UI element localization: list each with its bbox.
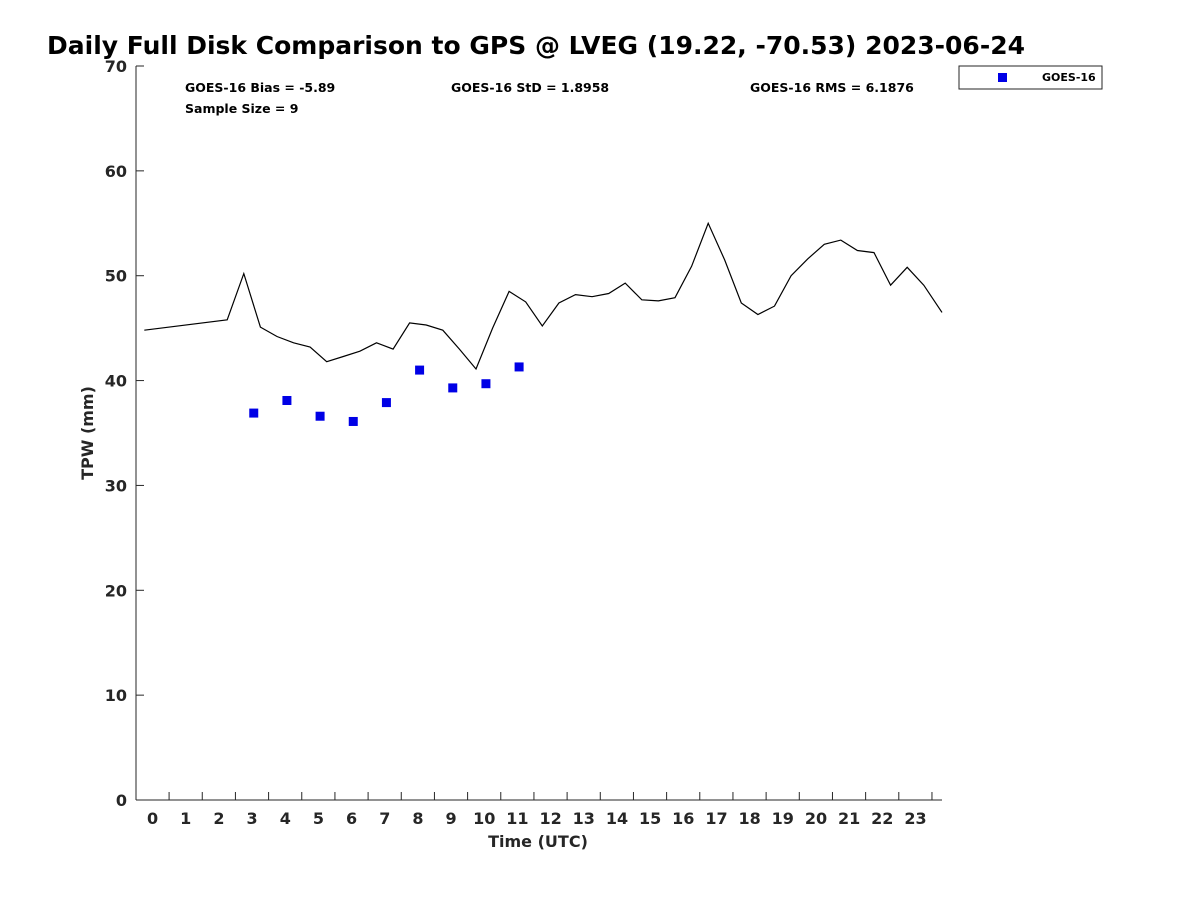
std-annotation: GOES-16 StD = 1.8958 xyxy=(451,80,609,95)
x-tick-label: 13 xyxy=(573,809,595,828)
x-tick-label: 18 xyxy=(738,809,760,828)
goes16-data-point xyxy=(481,379,491,389)
x-tick-label: 19 xyxy=(772,809,794,828)
x-tick-label: 4 xyxy=(280,809,291,828)
y-axis-label: TPW (mm) xyxy=(78,386,97,480)
x-tick-label: 21 xyxy=(838,809,860,828)
goes16-markers xyxy=(249,362,524,426)
goes16-data-point xyxy=(514,362,524,372)
x-tick-label: 22 xyxy=(871,809,893,828)
goes16-data-point xyxy=(315,411,325,421)
x-tick-label: 12 xyxy=(539,809,561,828)
x-tick-label: 8 xyxy=(412,809,423,828)
goes16-data-point xyxy=(448,383,458,393)
rms-annotation: GOES-16 RMS = 6.1876 xyxy=(750,80,914,95)
legend: GOES-16 xyxy=(958,65,1103,90)
x-tick-label: 15 xyxy=(639,809,661,828)
legend-label: GOES-16 xyxy=(1042,71,1096,84)
x-tick-label: 7 xyxy=(379,809,390,828)
y-tick-label: 60 xyxy=(105,162,127,181)
x-tick-label: 3 xyxy=(247,809,258,828)
x-tick-label: 9 xyxy=(446,809,457,828)
y-tick-label: 20 xyxy=(105,581,127,600)
x-tick-label: 17 xyxy=(705,809,727,828)
x-tick-label: 23 xyxy=(904,809,926,828)
x-tick-label: 14 xyxy=(606,809,628,828)
x-axis-label: Time (UTC) xyxy=(488,832,588,851)
y-tick-label: 10 xyxy=(105,686,127,705)
y-tick-label: 0 xyxy=(116,791,127,810)
goes16-data-point xyxy=(348,416,358,426)
x-ticks: 0 1 2 3 4 5 6 7 8 9 10 11 12 13 14 15 16 17 18 19 20 21 22 23 xyxy=(147,792,933,828)
x-tick-label: 0 xyxy=(147,809,158,828)
goes16-data-point xyxy=(282,395,292,405)
x-tick-label: 16 xyxy=(672,809,694,828)
x-tick-label: 20 xyxy=(805,809,827,828)
axes xyxy=(135,66,942,801)
y-tick-label: 40 xyxy=(105,372,127,391)
goes16-data-point xyxy=(381,398,391,408)
y-ticks: 0 10 20 30 40 50 60 70 xyxy=(105,57,144,810)
gps-series-line xyxy=(144,221,943,371)
x-tick-label: 6 xyxy=(346,809,357,828)
y-tick-label: 30 xyxy=(105,476,127,495)
legend-marker xyxy=(998,73,1007,82)
goes16-data-point xyxy=(249,408,259,418)
x-tick-label: 1 xyxy=(180,809,191,828)
chart-title: Daily Full Disk Comparison to GPS @ LVEG… xyxy=(47,31,1025,60)
x-tick-label: 11 xyxy=(506,809,528,828)
sample-size-annotation: Sample Size = 9 xyxy=(185,101,298,116)
x-tick-label: 10 xyxy=(473,809,495,828)
x-tick-label: 2 xyxy=(213,809,224,828)
bias-annotation: GOES-16 Bias = -5.89 xyxy=(185,80,335,95)
y-tick-label: 50 xyxy=(105,267,127,286)
goes16-data-point xyxy=(415,365,425,375)
legend-box xyxy=(958,65,1103,90)
x-tick-label: 5 xyxy=(313,809,324,828)
y-tick-label: 70 xyxy=(105,57,127,76)
